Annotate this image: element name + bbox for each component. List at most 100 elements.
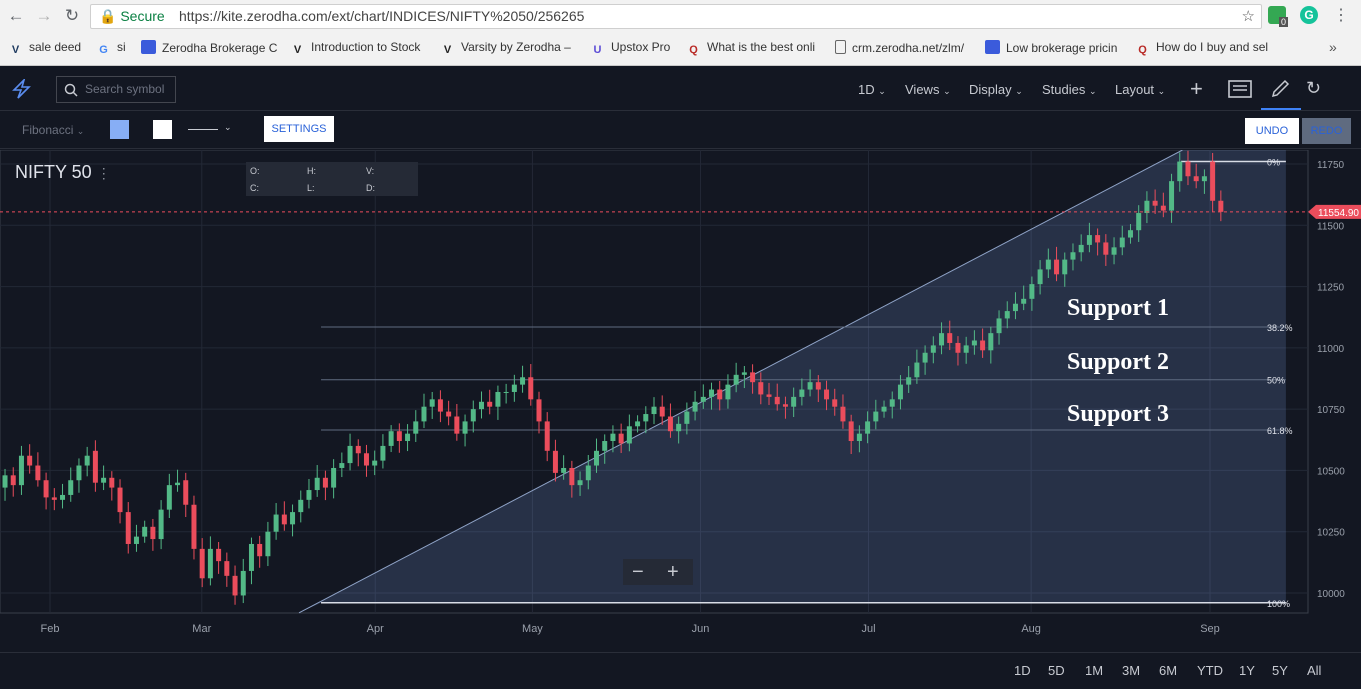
- menu-studies[interactable]: Studies ⌄: [1042, 82, 1097, 97]
- candle-body: [388, 431, 394, 446]
- range-5y[interactable]: 5Y: [1272, 663, 1288, 678]
- candle-body: [68, 480, 74, 495]
- bookmark-item[interactable]: Zerodha Brokerage C: [141, 40, 279, 55]
- open-label: O:: [250, 166, 260, 176]
- y-tick-label: 10750: [1317, 405, 1345, 416]
- range-5d[interactable]: 5D: [1048, 663, 1065, 678]
- candle-body: [298, 499, 304, 513]
- high-label: H:: [307, 166, 316, 176]
- candle-body: [355, 445, 361, 454]
- undo-button[interactable]: UNDO: [1245, 118, 1299, 144]
- candle-body: [914, 362, 920, 378]
- y-tick-label: 11500: [1317, 221, 1345, 232]
- bookmark-label: si: [117, 40, 126, 54]
- candle-body: [971, 340, 977, 346]
- candle-body: [766, 394, 772, 397]
- grammarly-icon[interactable]: G: [1300, 6, 1318, 24]
- range-3m[interactable]: 3M: [1122, 663, 1141, 678]
- url-text: https://kite.zerodha.com/ext/chart/INDIC…: [179, 8, 585, 24]
- range-6m[interactable]: 6M: [1159, 663, 1178, 678]
- chevron-down-icon: ⌄: [1157, 86, 1166, 96]
- candle-body: [1218, 200, 1224, 212]
- range-1d[interactable]: 1D: [1014, 663, 1031, 678]
- candle-body: [643, 414, 649, 422]
- bookmark-item[interactable]: Low brokerage pricin: [985, 40, 1121, 55]
- range-1m[interactable]: 1M: [1085, 663, 1104, 678]
- menu-views[interactable]: Views ⌄: [905, 82, 951, 97]
- ohlc-legend: O: H: V: C: L: D:: [246, 162, 418, 196]
- candle-body: [897, 384, 903, 400]
- candle-body: [1095, 235, 1101, 243]
- zoom-out-icon[interactable]: −: [632, 561, 644, 583]
- reload-icon[interactable]: ↻: [64, 6, 80, 25]
- candle-body: [1037, 269, 1043, 285]
- site-icon: V: [443, 44, 452, 56]
- candle-body: [635, 421, 641, 427]
- range-all[interactable]: All: [1307, 663, 1322, 678]
- kite-logo-icon[interactable]: [10, 79, 32, 99]
- candle-body: [610, 433, 616, 442]
- chevron-down-icon: ⌄: [943, 86, 951, 96]
- candle-body: [495, 391, 501, 407]
- secure-label: Secure: [120, 8, 165, 24]
- range-1y[interactable]: 1Y: [1239, 663, 1255, 678]
- candle-body: [725, 384, 731, 400]
- bookmark-item[interactable]: V Varsity by Zerodha –: [440, 40, 576, 57]
- plot-area[interactable]: [0, 149, 1309, 614]
- range-ytd[interactable]: YTD: [1197, 663, 1223, 678]
- menu-display-label: Display: [969, 82, 1012, 97]
- reset-icon[interactable]: ↻: [1306, 78, 1322, 98]
- candle-body: [191, 504, 197, 549]
- candle-body: [626, 426, 632, 444]
- chart-topbar: Search symbol 1D ⌄ Views ⌄ Display ⌄ Stu…: [0, 67, 1361, 111]
- bookmark-item[interactable]: V Introduction to Stock: [290, 40, 428, 57]
- site-icon: Q: [1138, 44, 1147, 56]
- bookmark-item[interactable]: Q How do I buy and sel: [1135, 40, 1271, 57]
- x-tick-label: Apr: [367, 623, 384, 635]
- candle-body: [281, 514, 287, 525]
- bookmark-item[interactable]: U Upstox Pro: [590, 40, 674, 57]
- candlestick-chart[interactable]: 10000 10250 10500 10750 11000 11250 11500 11750…: [0, 149, 1361, 643]
- chevron-down-icon: ⌄: [878, 86, 886, 96]
- candle-body: [84, 455, 90, 466]
- support-annotation: Support 3: [1067, 401, 1169, 427]
- candle-body: [347, 445, 353, 464]
- candle-body: [257, 543, 263, 557]
- candle-body: [1160, 205, 1166, 211]
- menu-interval[interactable]: 1D ⌄: [858, 82, 886, 97]
- drawing-tool-select[interactable]: Fibonacci ⌄: [22, 123, 84, 137]
- candle-body: [873, 411, 879, 422]
- bookmark-item[interactable]: crm.zerodha.net/zlm/: [835, 40, 971, 55]
- candle-body: [1070, 252, 1076, 260]
- candle-body: [18, 455, 24, 486]
- back-icon[interactable]: ←: [7, 6, 25, 25]
- fill-color-swatch[interactable]: [110, 120, 129, 139]
- bookmark-item[interactable]: Q What is the best onli: [686, 40, 822, 57]
- settings-button[interactable]: SETTINGS: [264, 116, 334, 142]
- candle-body: [1201, 176, 1207, 182]
- search-input[interactable]: Search symbol: [56, 76, 176, 103]
- low-label: L:: [307, 183, 315, 193]
- address-bar[interactable]: 🔒 Secure https://kite.zerodha.com/ext/ch…: [90, 4, 1262, 29]
- symbol-menu-icon[interactable]: ⋮: [96, 165, 111, 181]
- star-icon[interactable]: ☆: [1241, 8, 1255, 25]
- line-color-swatch[interactable]: [153, 120, 172, 139]
- fib-level-label: 0%: [1267, 158, 1280, 168]
- candle-body: [76, 465, 82, 481]
- forward-icon[interactable]: →: [35, 6, 53, 25]
- zoom-in-icon[interactable]: +: [667, 561, 679, 583]
- chart-area[interactable]: 10000 10250 10500 10750 11000 11250 11500 11750…: [0, 149, 1361, 643]
- redo-button[interactable]: REDO: [1302, 118, 1351, 144]
- candle-body: [1021, 298, 1027, 304]
- pencil-icon[interactable]: [1270, 79, 1292, 99]
- candle-body: [470, 409, 476, 422]
- menu-kebab-icon[interactable]: ⋮: [1333, 7, 1349, 24]
- menu-display[interactable]: Display ⌄: [969, 82, 1023, 97]
- line-style-select[interactable]: [188, 129, 218, 130]
- crosshair-icon[interactable]: +: [1190, 76, 1203, 101]
- more-bookmarks-icon[interactable]: »: [1329, 39, 1337, 55]
- chat-icon[interactable]: [1228, 80, 1252, 100]
- menu-layout[interactable]: Layout ⌄: [1115, 82, 1165, 97]
